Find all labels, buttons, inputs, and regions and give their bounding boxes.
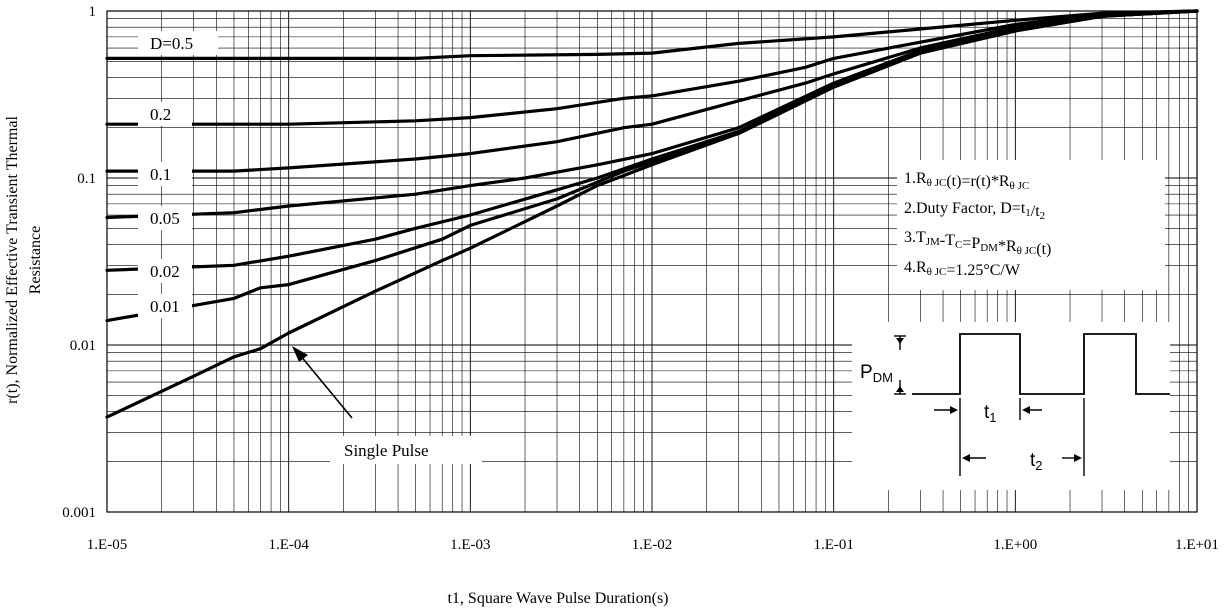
grid (106, 10, 1198, 513)
single-pulse-label-bg (330, 436, 482, 464)
series-label-5: 0.02 (150, 262, 180, 281)
series-label-bg (138, 294, 192, 318)
series-label-2: 0.2 (150, 105, 171, 124)
y-tick-label: 0.001 (62, 505, 96, 521)
single-pulse-arrow-head (292, 346, 308, 362)
x-tick-label: 1.E-03 (450, 537, 490, 553)
label-boxes: D=0.5 0.2 0.1 0.05 0.02 0.01 (138, 31, 218, 318)
series-group (105, 9, 1199, 419)
single-pulse-label: Single Pulse (344, 441, 429, 460)
series-label-4: 0.05 (150, 209, 180, 228)
t2-arrowhead-right (1074, 454, 1082, 462)
x-tick-label: 1.E+01 (1175, 537, 1219, 553)
pdm-arrowhead-bottom (896, 386, 904, 392)
plot-frame (106, 10, 1198, 513)
single-pulse-arrow-line (299, 354, 353, 419)
series-label-3: 0.1 (150, 165, 171, 184)
tick-labels: 1.E-05 1.E-04 1.E-03 1.E-02 1.E-01 1.E+00 1.E+… (62, 4, 1219, 553)
series-label-1: D=0.5 (150, 34, 193, 53)
series-label-6: 0.01 (150, 297, 180, 316)
t2-arrowhead-left (962, 454, 970, 462)
series-label-bg (138, 31, 218, 55)
series-line-2 (105, 9, 1199, 126)
series-line-7 (105, 9, 1199, 419)
annotations: 1.Rθ JC(t)=r(t)*Rθ JC 2.Duty Factor, D=t1… (292, 160, 1170, 490)
t1-arrowhead-left (950, 406, 958, 414)
y-tick-label: 1 (89, 4, 97, 20)
y-tick-label: 0.1 (77, 171, 96, 187)
x-axis-label: t1, Square Wave Pulse Duration(s) (447, 590, 668, 607)
note-line-1: 1.Rθ JC(t)=r(t)*Rθ JC (904, 170, 1029, 192)
series-label-bg (138, 102, 192, 126)
y-axis-label-line2: Resistance (27, 226, 44, 294)
x-tick-label: 1.E-05 (87, 537, 127, 553)
series-label-bg (138, 162, 192, 186)
series-label-bg (138, 206, 192, 230)
pdm-label: PDM (860, 362, 893, 385)
notes-box (897, 160, 1165, 290)
note-line-2: 2.Duty Factor, D=t1/t2 (904, 200, 1045, 222)
x-tick-label: 1.E-04 (268, 537, 309, 553)
series-line-3 (105, 9, 1199, 173)
pulse-waveform (912, 333, 1170, 395)
x-tick-label: 1.E-02 (632, 537, 672, 553)
y-tick-label: 0.01 (70, 338, 96, 354)
t1-label: t1 (984, 402, 997, 425)
t1-arrowhead-right (1022, 406, 1030, 414)
x-tick-label: 1.E+00 (993, 537, 1037, 553)
t2-label: t2 (1030, 450, 1043, 473)
series-line-1 (105, 9, 1199, 61)
pulse-diagram-bg (852, 322, 1170, 490)
x-tick-label: 1.E-01 (813, 537, 853, 553)
note-line-3: 3.TJM-TC=PDM*Rθ JC(t) (904, 229, 1051, 258)
series-label-bg (138, 259, 192, 283)
note-line-4: 4.Rθ JC=1.25°C/W (904, 259, 1021, 279)
pdm-arrowhead-top (896, 338, 904, 344)
y-axis-label-line1: r(t), Normalized Effective Transient The… (4, 116, 21, 404)
